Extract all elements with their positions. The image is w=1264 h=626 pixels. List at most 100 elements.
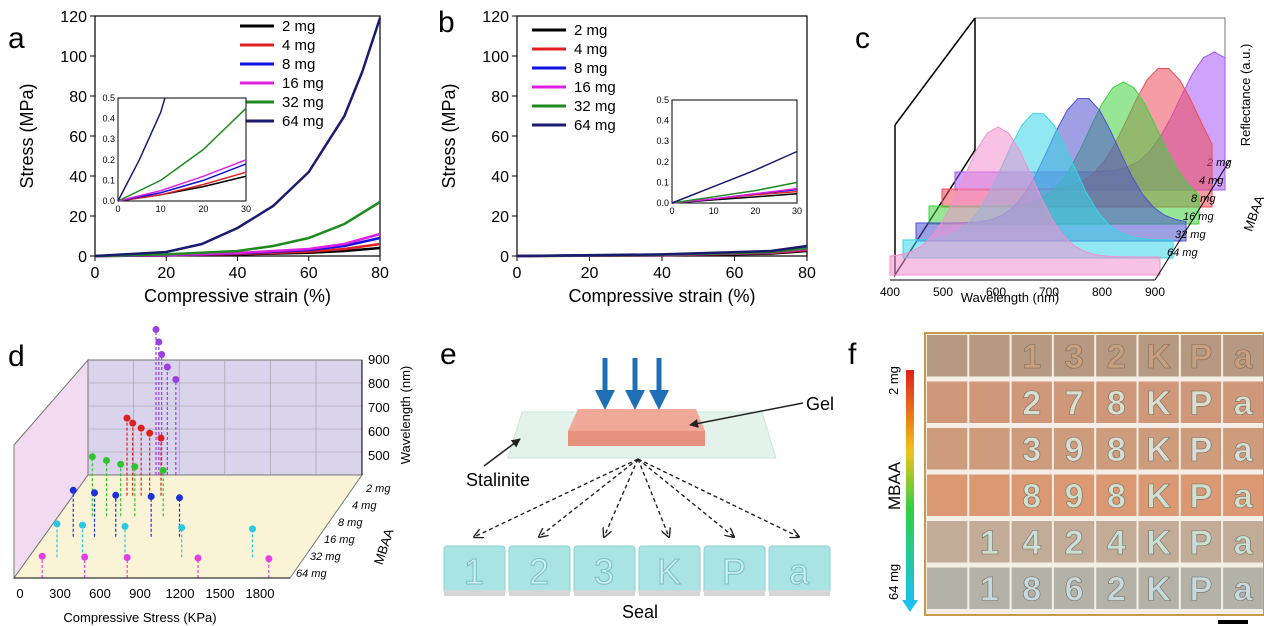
x-tick-label: 0: [513, 265, 522, 282]
d-y-tick-label: 800: [368, 376, 390, 391]
y-tick-label: 100: [60, 49, 87, 66]
y-tick-label: 20: [491, 209, 509, 226]
seal-arrow: [637, 458, 669, 537]
photo-glyph: 4: [1022, 524, 1041, 562]
c-x-tick-label: 800: [1092, 285, 1112, 299]
inset-series-line: [671, 150, 798, 204]
y-tick-label: 20: [69, 209, 87, 226]
photo-cell: [1011, 381, 1052, 423]
c-x-axis-label: Wavelength (nm): [961, 290, 1060, 305]
photo-glyph: P: [1190, 385, 1213, 423]
photo-cell: [927, 428, 968, 470]
photo-cell: [969, 474, 1010, 516]
photo-glyph: K: [1146, 385, 1171, 423]
stalinite-label: Stalinite: [466, 470, 530, 490]
d-point: [131, 463, 139, 471]
legend-label: 8 mg: [574, 60, 607, 77]
d-point: [249, 525, 256, 533]
d-y-axis-label: Wavelength (nm): [398, 366, 413, 465]
legend-label: 16 mg: [574, 79, 616, 96]
inset-x-tick-label: 20: [750, 206, 760, 216]
mbaa-arrow-head: [902, 600, 918, 612]
legend-label: 2 mg: [282, 18, 315, 35]
inset-series-line: [117, 97, 166, 202]
photo-cell: [1096, 381, 1137, 423]
photo-cell: [1138, 428, 1179, 470]
panel-label-a: a: [8, 22, 25, 55]
legend-label: 64 mg: [574, 117, 616, 134]
inset-x-tick-label: 30: [241, 204, 251, 214]
photo-glyph: 3: [1022, 431, 1041, 469]
inset-x-tick-label: 30: [792, 206, 802, 216]
c-y-axis-label: Reflectance (a.u.): [1238, 44, 1253, 147]
y-tick-label: 40: [69, 169, 87, 186]
photo-glyph: a: [1234, 431, 1254, 469]
seal-tile-base: [769, 590, 830, 596]
d-point: [112, 491, 120, 499]
c-z-axis: [1154, 159, 1231, 281]
inset-series-line: [117, 107, 247, 202]
photo-glyph: 2: [1065, 524, 1084, 562]
chart-d: 0 300 600 900 1200 1500 1800 Compressive Stress…: [13, 326, 413, 625]
photo-cell: [1096, 428, 1137, 470]
photo-cell: [1053, 474, 1095, 516]
d-point: [194, 554, 202, 562]
y-tick-label: 0: [78, 249, 87, 266]
c-z-tick-label: 8 mg: [1191, 193, 1216, 205]
seal-arrow: [474, 458, 639, 537]
spectrum-area: [889, 126, 1161, 276]
legend-label: 16 mg: [282, 75, 324, 92]
photo-glyph: a: [1234, 338, 1254, 376]
inset-y-tick-label: 0.0: [656, 198, 669, 208]
inset-series-line: [117, 163, 247, 202]
d-z-tick-label: 32 mg: [310, 551, 341, 563]
c-x-tick-label: 700: [1039, 285, 1059, 299]
seal-letter: P: [722, 551, 746, 592]
inset-x-tick-label: 20: [198, 204, 208, 214]
photo-glyph: 8: [1022, 478, 1041, 516]
x-tick-label: 40: [653, 265, 671, 282]
photo-glyph: P: [1190, 571, 1213, 609]
d-z-tick-label: 16 mg: [324, 534, 355, 546]
d-z-axis-label: MBAA: [371, 526, 397, 566]
seal-arrows: [474, 458, 799, 537]
seal-arrow: [637, 458, 799, 537]
inset-series-line: [671, 181, 798, 204]
photo-cell: [1138, 567, 1179, 609]
d-x-axis-label: Compressive Stress (KPa): [63, 610, 216, 625]
inset-y-tick-label: 0.4: [102, 114, 115, 124]
d-point: [88, 453, 96, 461]
x-tick-label: 20: [157, 265, 175, 282]
c-z-tick-label: 64 mg: [1167, 247, 1198, 259]
c-x-tick-label: 600: [986, 285, 1006, 299]
d-point: [69, 486, 77, 494]
photo-cell: [1011, 521, 1052, 563]
seal-letter: 2: [529, 551, 549, 592]
photo-glyph: 4: [1107, 524, 1126, 562]
photo-cell: [1053, 428, 1095, 470]
d-point: [147, 493, 155, 501]
c-z-tick-label: 32 mg: [1175, 229, 1206, 241]
inset-frame: [117, 97, 247, 202]
d-point: [163, 363, 171, 371]
photo-cell: [1223, 335, 1264, 377]
photo-glyph: a: [1234, 385, 1254, 423]
photo-cell: [927, 381, 968, 423]
photo-glyph: P: [1190, 524, 1213, 562]
f-label-top: 2 mg: [886, 366, 901, 395]
inset-y-tick-label: 0.3: [656, 136, 669, 146]
x-tick-label: 80: [371, 265, 389, 282]
photo-cell: [927, 335, 968, 377]
panel-label-d: d: [8, 340, 25, 373]
c-x-tick-label: 500: [933, 285, 953, 299]
c-top-edge: [894, 17, 976, 126]
inset-y-tick-label: 0.5: [656, 95, 669, 105]
photo-cell: [1011, 428, 1052, 470]
y-tick-label: 40: [491, 169, 509, 186]
photo-cell: [1138, 521, 1179, 563]
seal-tile-base: [509, 590, 570, 596]
c-z-tick-label: 4 mg: [1199, 175, 1224, 187]
photo-cell: [1053, 381, 1095, 423]
